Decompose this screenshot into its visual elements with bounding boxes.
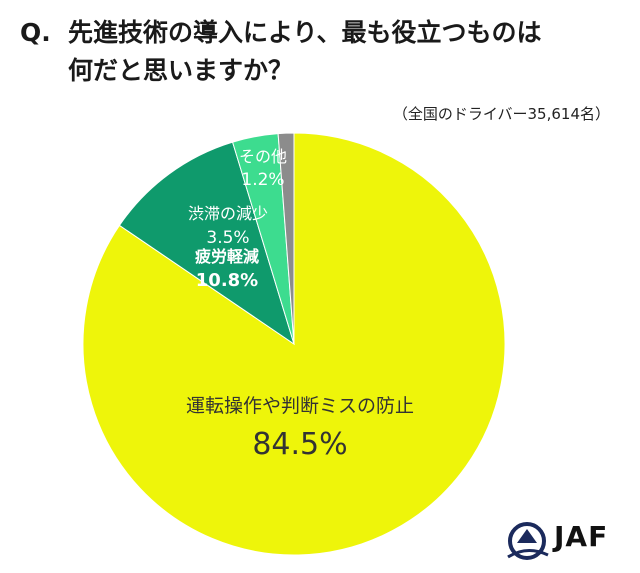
sample-size-note: （全国のドライバー35,614名） bbox=[392, 105, 610, 123]
jaf-logo-text: JAF bbox=[554, 520, 609, 553]
slice-value-4: 1.2% bbox=[241, 170, 284, 190]
question-line-1: 先進技術の導入により、最も役立つものは bbox=[68, 18, 542, 47]
slice-label-2: 疲労軽減 bbox=[195, 247, 259, 266]
pie-slices bbox=[82, 132, 506, 556]
slice-value-3: 3.5% bbox=[206, 228, 249, 248]
slice-label-3: 渋滞の減少 bbox=[188, 204, 268, 223]
slice-label-1: 運転操作や判断ミスの防止 bbox=[186, 395, 414, 417]
question-line-2: 何だと思いますか？ bbox=[68, 56, 294, 85]
pie-slice-4 bbox=[277, 132, 295, 345]
slice-value-2: 10.8% bbox=[196, 270, 258, 291]
jaf-emblem-icon bbox=[507, 522, 549, 560]
jaf-logo bbox=[500, 515, 630, 569]
question-prefix: Q. bbox=[20, 18, 51, 47]
slice-label-4: その他 bbox=[239, 147, 287, 166]
pie-labels: 運転操作や判断ミスの防止 84.5% 疲労軽減 10.8% 渋滞の減少 3.5% その他 1.… bbox=[186, 147, 414, 462]
pie-slice-2 bbox=[118, 141, 295, 346]
question-title: Q. 先進技術の導入により、最も役立つものは 何だと思いますか？ bbox=[20, 14, 620, 90]
slice-value-1: 84.5% bbox=[252, 427, 347, 462]
